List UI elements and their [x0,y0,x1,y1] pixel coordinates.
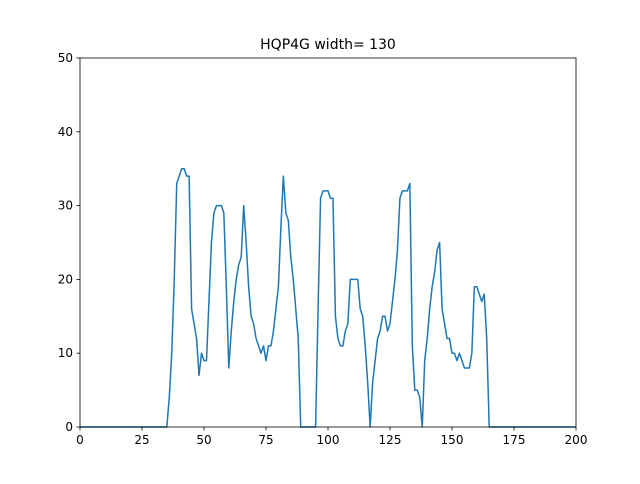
x-tick-label: 0 [76,433,84,447]
y-tick-label: 40 [58,125,73,139]
x-tick-label: 100 [317,433,340,447]
x-tick-label: 200 [565,433,588,447]
x-tick-label: 125 [379,433,402,447]
y-tick-label: 0 [65,420,73,434]
y-tick-label: 20 [58,272,73,286]
x-tick-label: 25 [134,433,149,447]
x-tick-label: 75 [258,433,273,447]
x-tick-label: 175 [503,433,526,447]
y-tick-label: 30 [58,199,73,213]
chart-title: HQP4G width= 130 [260,37,396,53]
x-tick-label: 150 [441,433,464,447]
y-tick-label: 10 [58,346,73,360]
data-line [80,167,576,428]
x-tick-label: 50 [196,433,211,447]
y-tick-label: 50 [58,51,73,65]
